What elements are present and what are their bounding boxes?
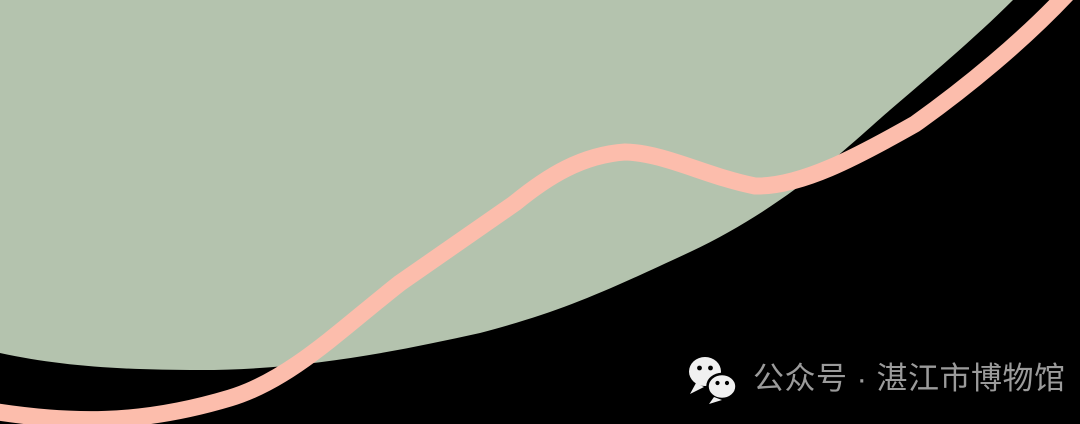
account-name-label: 公众号 · 湛江市博物馆 — [753, 360, 1066, 396]
wechat-bubbles — [689, 357, 738, 404]
wechat-icon — [689, 357, 738, 404]
account-attribution: 公众号 · 湛江市博物馆 — [688, 354, 1066, 406]
wechat-bubble-eyes — [697, 365, 730, 386]
green-blob-shape — [0, 0, 1013, 370]
